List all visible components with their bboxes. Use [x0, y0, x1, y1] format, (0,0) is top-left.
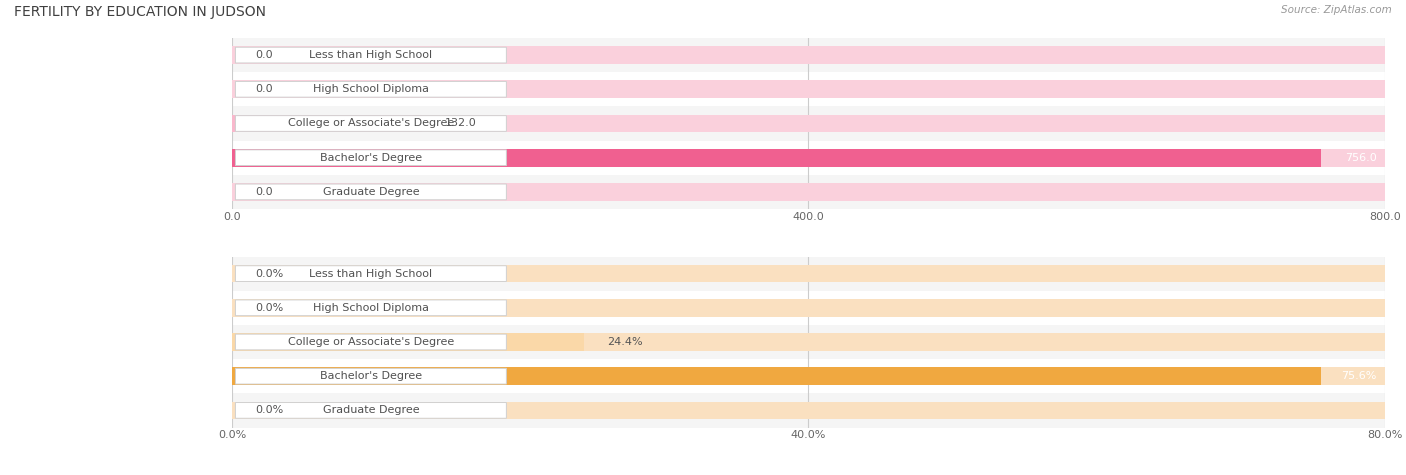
FancyBboxPatch shape — [235, 368, 506, 384]
Bar — [232, 175, 1385, 209]
FancyBboxPatch shape — [235, 334, 506, 350]
Text: Less than High School: Less than High School — [309, 50, 433, 60]
Bar — [232, 183, 1385, 201]
Bar — [232, 149, 1322, 167]
Text: 0.0%: 0.0% — [254, 268, 283, 279]
Text: 24.4%: 24.4% — [607, 337, 643, 347]
Bar — [232, 333, 1385, 351]
Text: College or Associate's Degree: College or Associate's Degree — [288, 337, 454, 347]
Bar — [232, 114, 422, 133]
FancyBboxPatch shape — [235, 81, 506, 97]
FancyBboxPatch shape — [235, 300, 506, 316]
FancyBboxPatch shape — [235, 184, 506, 200]
Text: 756.0: 756.0 — [1346, 152, 1376, 163]
Bar — [232, 401, 1385, 419]
Bar — [232, 256, 1385, 291]
Text: Bachelor's Degree: Bachelor's Degree — [319, 371, 422, 381]
Text: High School Diploma: High School Diploma — [314, 303, 429, 313]
Bar — [232, 325, 1385, 359]
Text: Source: ZipAtlas.com: Source: ZipAtlas.com — [1281, 5, 1392, 15]
Text: Graduate Degree: Graduate Degree — [322, 187, 419, 197]
Text: 75.6%: 75.6% — [1341, 371, 1376, 381]
Bar — [232, 333, 583, 351]
Bar — [232, 393, 1385, 428]
Text: Less than High School: Less than High School — [309, 268, 433, 279]
Bar — [232, 367, 1322, 385]
Bar — [232, 38, 1385, 72]
Bar — [232, 80, 1385, 98]
Bar — [232, 149, 1385, 167]
Text: 0.0%: 0.0% — [254, 303, 283, 313]
Bar — [232, 367, 1385, 385]
Bar — [232, 141, 1385, 175]
Text: 0.0: 0.0 — [254, 84, 273, 95]
Text: 132.0: 132.0 — [446, 118, 477, 129]
Bar — [232, 46, 1385, 64]
Bar — [232, 359, 1385, 393]
FancyBboxPatch shape — [235, 402, 506, 418]
Text: 0.0: 0.0 — [254, 50, 273, 60]
Text: 0.0%: 0.0% — [254, 405, 283, 416]
Text: FERTILITY BY EDUCATION IN JUDSON: FERTILITY BY EDUCATION IN JUDSON — [14, 5, 266, 19]
Bar — [232, 291, 1385, 325]
Bar — [232, 114, 1385, 133]
FancyBboxPatch shape — [235, 47, 506, 63]
Bar — [232, 106, 1385, 141]
Text: 0.0: 0.0 — [254, 187, 273, 197]
Bar — [232, 299, 1385, 317]
Text: Graduate Degree: Graduate Degree — [322, 405, 419, 416]
FancyBboxPatch shape — [235, 150, 506, 166]
Text: College or Associate's Degree: College or Associate's Degree — [288, 118, 454, 129]
FancyBboxPatch shape — [235, 266, 506, 282]
Text: High School Diploma: High School Diploma — [314, 84, 429, 95]
FancyBboxPatch shape — [235, 115, 506, 132]
Bar — [232, 265, 1385, 283]
Text: Bachelor's Degree: Bachelor's Degree — [319, 152, 422, 163]
Bar — [232, 72, 1385, 106]
